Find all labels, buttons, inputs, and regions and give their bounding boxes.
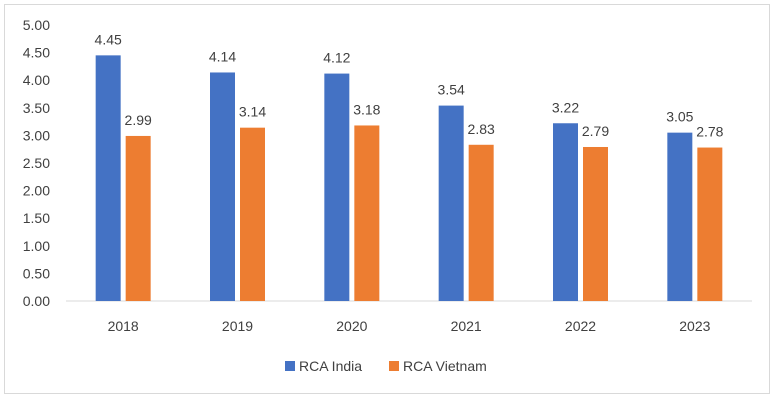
legend: RCA India RCA Vietnam: [285, 358, 487, 374]
data-label: 2.83: [468, 121, 495, 137]
bars: [95, 55, 723, 302]
data-label: 4.14: [209, 48, 236, 64]
bar-rca-vietnam: [583, 146, 608, 301]
y-tick-label: 0.00: [23, 293, 50, 309]
bar-rca-vietnam: [354, 125, 380, 302]
y-tick-label: 1.50: [23, 210, 50, 226]
x-tick-label: 2020: [336, 318, 367, 334]
y-tick-label: 2.50: [23, 155, 50, 171]
data-labels: 4.45 2.99 4.14 3.14 4.12 3.18 3.54 2.83 3.222.79…: [95, 31, 724, 139]
y-tick-label: 0.50: [23, 265, 50, 281]
x-tick-label: 2018: [108, 318, 139, 334]
x-tick-label: 2019: [222, 318, 253, 334]
x-axis: 2018 2019 2020 2021 2022 2023: [66, 300, 752, 334]
data-label: 2.79: [582, 123, 609, 139]
bar-rca-vietnam: [697, 147, 723, 301]
bar-rca-india: [438, 105, 464, 301]
bar-rca-india: [324, 73, 350, 302]
data-label: 3.14: [239, 104, 266, 120]
y-tick-label: 2.00: [23, 183, 50, 199]
bar-rca-india: [553, 123, 578, 301]
data-label: 2.99: [125, 112, 152, 128]
bar-rca-india: [95, 55, 121, 301]
bar-rca-india: [667, 132, 693, 301]
legend-swatch: [285, 361, 295, 371]
data-label: 4.45: [95, 31, 122, 47]
data-label: 4.12: [323, 50, 350, 66]
data-label: 3.22: [552, 99, 579, 115]
y-tick-label: 1.00: [23, 238, 50, 254]
x-tick-label: 2022: [565, 318, 596, 334]
data-label: 3.54: [438, 82, 465, 98]
y-tick-label: 4.50: [23, 45, 50, 61]
legend-swatch: [389, 361, 399, 371]
legend-label: RCA Vietnam: [403, 358, 487, 374]
y-tick-label: 5.00: [23, 17, 50, 33]
y-tick-label: 3.00: [23, 127, 50, 143]
y-axis: 0.00 0.50 1.00 1.50 2.00 2.50 3.00 3.50 4.00 4.50…: [23, 17, 50, 309]
data-label: 2.78: [696, 124, 723, 140]
x-tick-label: 2021: [451, 318, 482, 334]
bar-rca-vietnam: [240, 127, 265, 301]
data-label: 3.18: [353, 101, 380, 117]
bar-rca-india: [210, 72, 235, 301]
bar-rca-vietnam: [125, 135, 151, 301]
legend-label: RCA India: [299, 358, 362, 374]
bar-rca-vietnam: [468, 144, 494, 301]
x-tick-label: 2023: [679, 318, 710, 334]
data-label: 3.05: [666, 109, 693, 125]
y-tick-label: 3.50: [23, 100, 50, 116]
y-tick-label: 4.00: [23, 72, 50, 88]
